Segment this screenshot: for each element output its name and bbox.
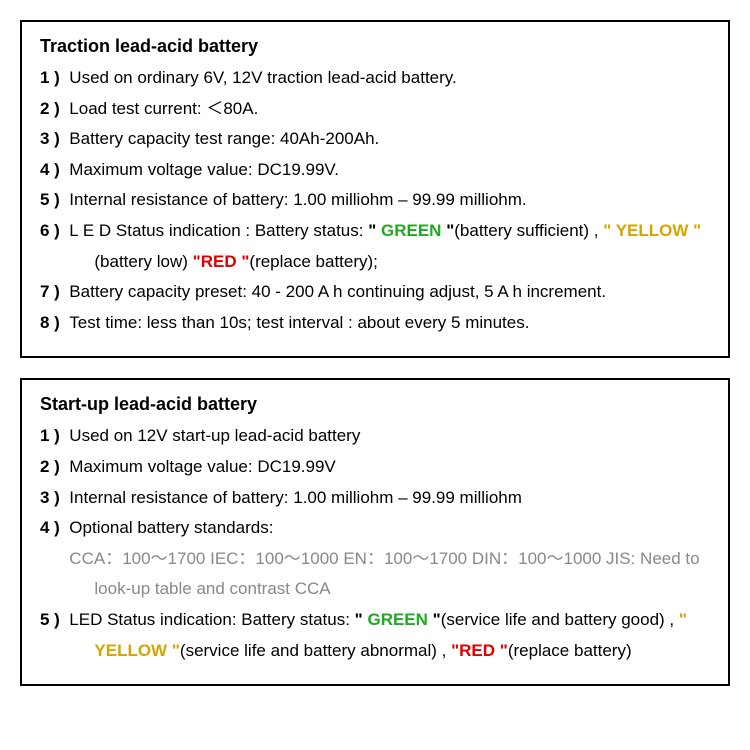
list-number: 4 ) bbox=[40, 518, 60, 537]
list-text: Load test current: ＜80A. bbox=[69, 99, 258, 118]
startup-item-4: 4 ) Optional battery standards: bbox=[40, 513, 710, 544]
standards-text: CCA：100～1700 IEC：100～1000 EN：100～1700 DI… bbox=[69, 549, 699, 599]
green-label: GREEN bbox=[381, 221, 441, 240]
quote-mark: " bbox=[441, 221, 454, 240]
quote-mark: " bbox=[603, 221, 615, 240]
startup-item-1: 1 ) Used on 12V start-up lead-acid batte… bbox=[40, 421, 710, 452]
list-number: 6 ) bbox=[40, 221, 60, 240]
startup-item-3: 3 ) Internal resistance of battery: 1.00… bbox=[40, 483, 710, 514]
quote-mark: " bbox=[237, 252, 250, 271]
quote-mark: " bbox=[688, 221, 701, 240]
startup-item-2: 2 ) Maximum voltage value: DC19.99V bbox=[40, 452, 710, 483]
quote-mark: " bbox=[167, 641, 180, 660]
list-text: Maximum voltage value: DC19.99V. bbox=[69, 160, 339, 179]
list-text: Maximum voltage value: DC19.99V bbox=[69, 457, 335, 476]
list-number: 7 ) bbox=[40, 282, 60, 301]
traction-panel: Traction lead-acid battery 1 ) Used on o… bbox=[20, 20, 730, 358]
list-number: 2 ) bbox=[40, 457, 60, 476]
list-number: 1 ) bbox=[40, 426, 60, 445]
text-fragment: (service life and battery good) , bbox=[441, 610, 679, 629]
startup-standards: 0 ) CCA：100～1700 IEC：100～1000 EN：100～170… bbox=[40, 544, 710, 605]
traction-item-6: 6 ) L E D Status indication : Battery st… bbox=[40, 216, 710, 277]
yellow-label: YELLOW bbox=[94, 641, 167, 660]
list-text: Battery capacity preset: 40 - 200 A h co… bbox=[69, 282, 606, 301]
quote-mark: " bbox=[368, 221, 381, 240]
quote-mark: " bbox=[451, 641, 459, 660]
text-fragment: (service life and battery abnormal) , bbox=[180, 641, 451, 660]
traction-title: Traction lead-acid battery bbox=[40, 36, 710, 57]
traction-item-8: 8 ) Test time: less than 10s; test inter… bbox=[40, 308, 710, 339]
text-fragment: (replace battery) bbox=[508, 641, 632, 660]
list-text: Internal resistance of battery: 1.00 mil… bbox=[69, 488, 522, 507]
red-label: RED bbox=[459, 641, 495, 660]
traction-item-2: 2 ) Load test current: ＜80A. bbox=[40, 94, 710, 125]
traction-item-5: 5 ) Internal resistance of battery: 1.00… bbox=[40, 185, 710, 216]
startup-panel: Start-up lead-acid battery 1 ) Used on 1… bbox=[20, 378, 730, 686]
text-fragment: (battery low) bbox=[94, 252, 192, 271]
list-number: 2 ) bbox=[40, 99, 60, 118]
list-text: Optional battery standards: bbox=[69, 518, 273, 537]
list-number: 5 ) bbox=[40, 190, 60, 209]
traction-item-4: 4 ) Maximum voltage value: DC19.99V. bbox=[40, 155, 710, 186]
text-fragment: L E D Status indication : Battery status… bbox=[69, 221, 368, 240]
quote-mark: " bbox=[428, 610, 441, 629]
red-label: RED bbox=[201, 252, 237, 271]
text-fragment: LED Status indication: Battery status: bbox=[69, 610, 354, 629]
list-number: 1 ) bbox=[40, 68, 60, 87]
list-text: Used on ordinary 6V, 12V traction lead-a… bbox=[69, 68, 456, 87]
list-text: Battery capacity test range: 40Ah-200Ah. bbox=[69, 129, 379, 148]
list-number: 8 ) bbox=[40, 313, 60, 332]
list-number: 4 ) bbox=[40, 160, 60, 179]
traction-item-7: 7 ) Battery capacity preset: 40 - 200 A … bbox=[40, 277, 710, 308]
text-fragment: (battery sufficient) , bbox=[454, 221, 603, 240]
list-text: Used on 12V start-up lead-acid battery bbox=[69, 426, 360, 445]
startup-item-5: 5 ) LED Status indication: Battery statu… bbox=[40, 605, 710, 666]
traction-item-3: 3 ) Battery capacity test range: 40Ah-20… bbox=[40, 124, 710, 155]
yellow-label: YELLOW bbox=[616, 221, 689, 240]
quote-mark: " bbox=[495, 641, 508, 660]
list-number: 5 ) bbox=[40, 610, 60, 629]
green-label: GREEN bbox=[367, 610, 427, 629]
quote-mark: " bbox=[679, 610, 687, 629]
quote-mark: " bbox=[193, 252, 201, 271]
list-text: Internal resistance of battery: 1.00 mil… bbox=[69, 190, 526, 209]
list-text: Test time: less than 10s; test interval … bbox=[69, 313, 529, 332]
list-number: 3 ) bbox=[40, 129, 60, 148]
text-fragment: (replace battery); bbox=[249, 252, 378, 271]
list-number: 3 ) bbox=[40, 488, 60, 507]
traction-item-1: 1 ) Used on ordinary 6V, 12V traction le… bbox=[40, 63, 710, 94]
quote-mark: " bbox=[355, 610, 368, 629]
startup-title: Start-up lead-acid battery bbox=[40, 394, 710, 415]
